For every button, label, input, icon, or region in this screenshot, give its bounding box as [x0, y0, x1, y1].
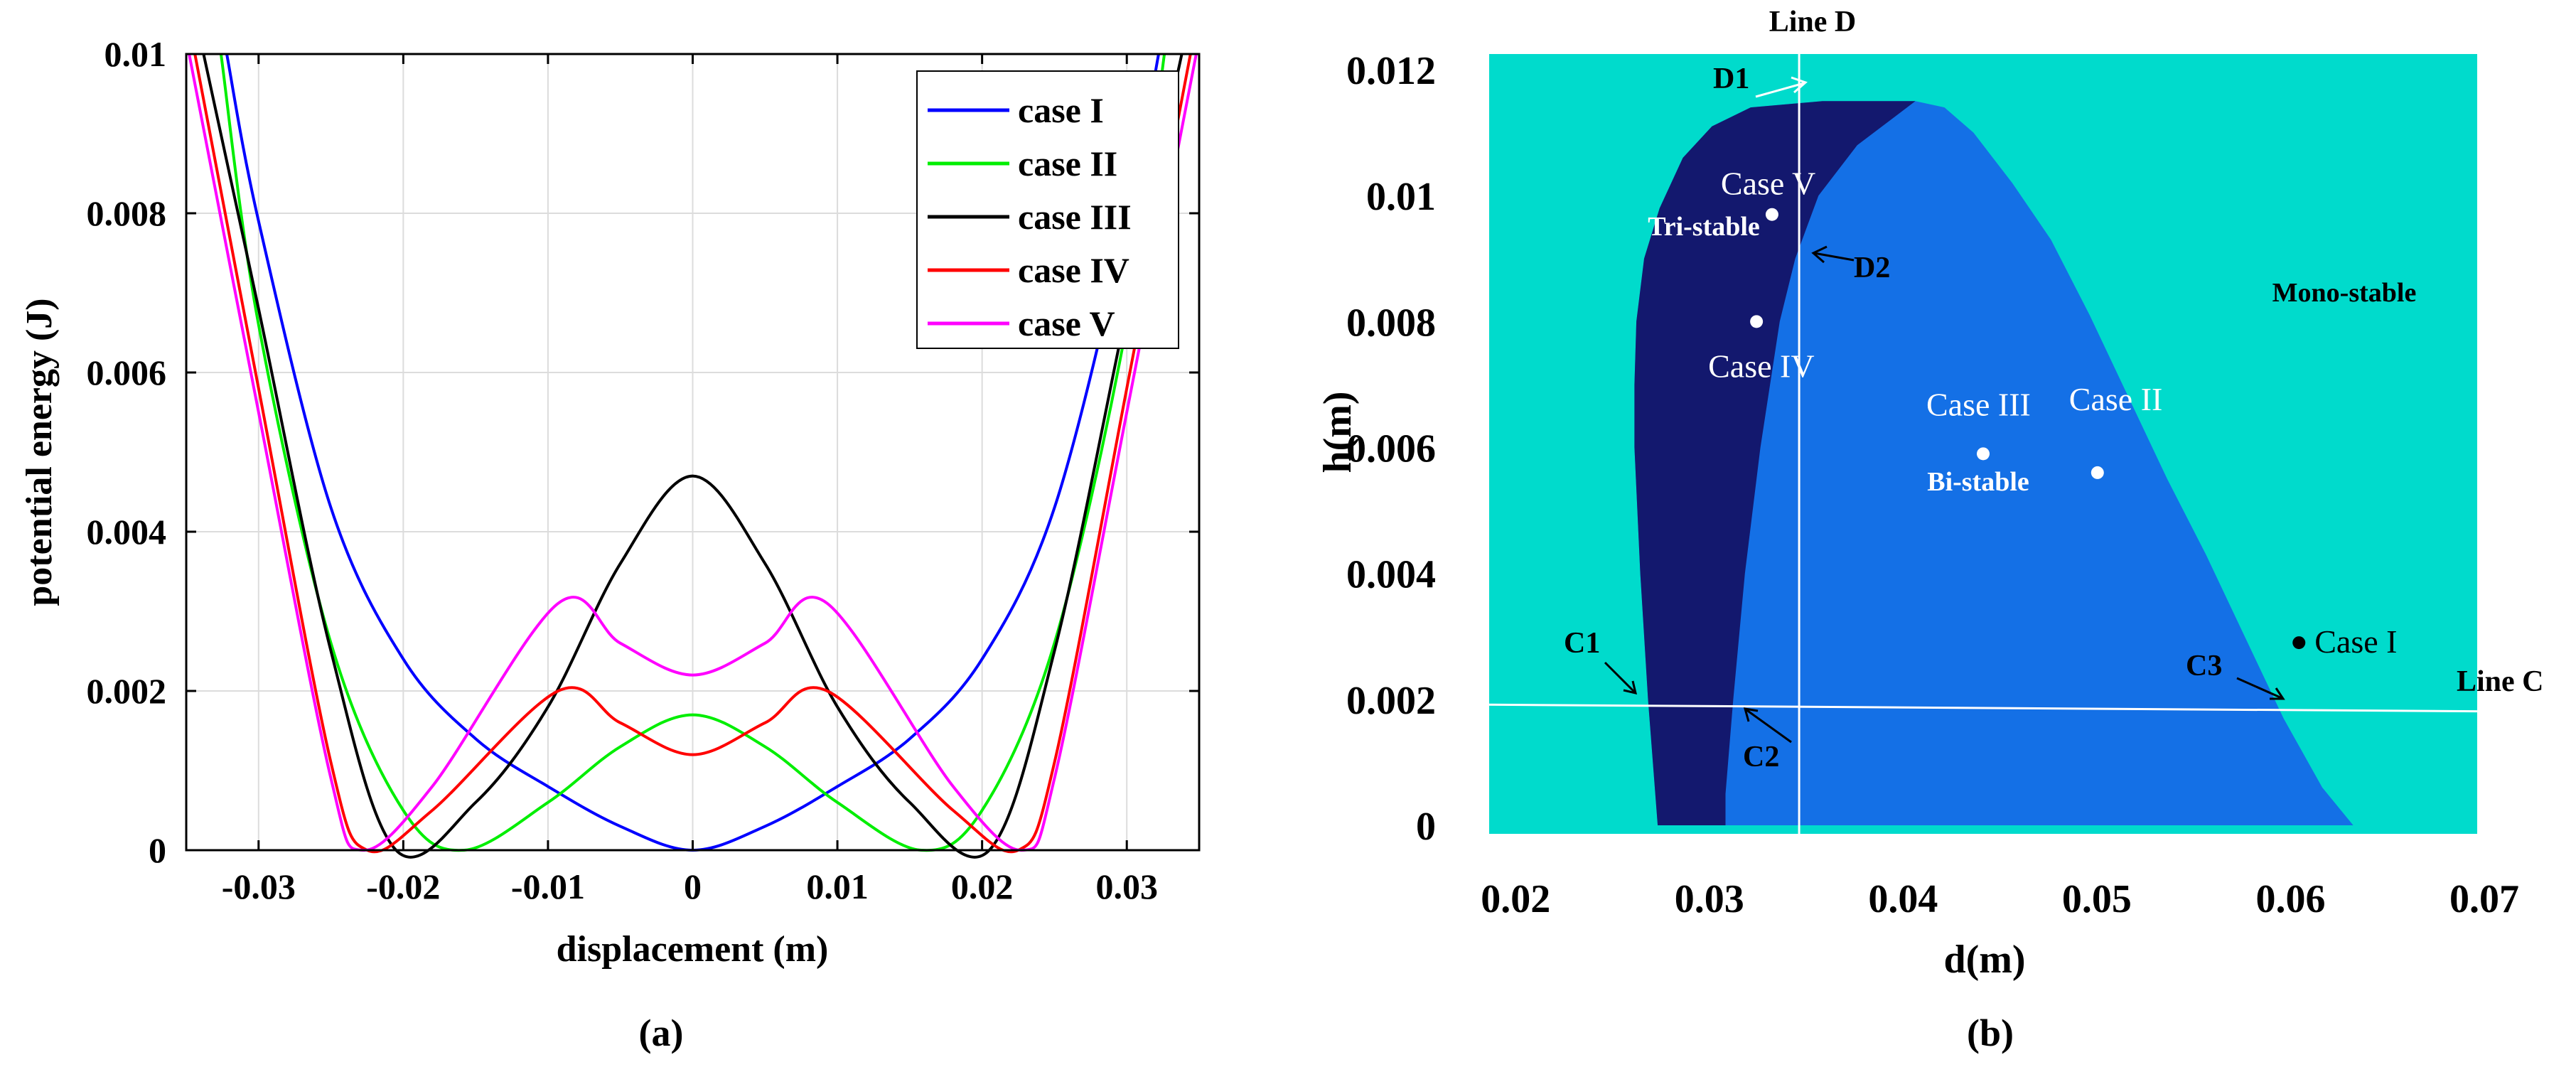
x-tick-label: -0.01	[511, 867, 585, 906]
panel-a-caption: (a)	[639, 1012, 684, 1054]
x-tick-label: 0.02	[1481, 877, 1550, 921]
y-tick-label: 0.002	[87, 671, 167, 711]
case-point	[1765, 208, 1778, 221]
marker-c1: C1	[1564, 627, 1600, 660]
case-point	[2292, 636, 2306, 650]
y-tick-label: 0.006	[1346, 427, 1436, 471]
line-d-label: Line D	[1769, 6, 1857, 38]
x-tick-label: 0.04	[1868, 877, 1938, 921]
panel-b-x-tick-labels: 0.02 0.03 0.04 0.05 0.06 0.07	[1481, 877, 2519, 921]
y-tick-label: 0.002	[1346, 679, 1436, 723]
y-tick-label: 0.01	[1366, 175, 1436, 219]
panel-b-y-label: h(m)	[1316, 391, 1360, 473]
line-c	[1449, 703, 2574, 714]
case-point	[1750, 315, 1764, 328]
legend-label: case II	[1018, 144, 1117, 183]
panel-a-legend: case I case II case III case IV case V	[916, 70, 1179, 349]
panel-b-x-label: d(m)	[1943, 938, 2025, 982]
x-tick-label: 0.05	[2062, 877, 2132, 921]
legend-box	[916, 70, 1179, 349]
x-tick-label: 0.01	[806, 867, 869, 906]
legend-label: case I	[1018, 90, 1104, 130]
legend-label: case V	[1018, 304, 1115, 343]
x-tick-label: 0.03	[1675, 877, 1744, 921]
panel-b-reference-lines	[1449, 0, 2574, 834]
y-tick-label: 0.004	[1346, 553, 1436, 597]
arrow-d2	[1813, 252, 1855, 262]
legend-entries: case I case II case III case IV case V	[928, 90, 1132, 343]
arrow-c2-head	[1743, 707, 1759, 722]
series-line-case-3	[202, 53, 1184, 859]
arrow-d2-head	[1811, 245, 1828, 264]
case-label: Case IV	[1708, 348, 1814, 384]
arrow-d1-head	[1791, 76, 1808, 94]
bi-stable-region	[1634, 101, 2354, 826]
x-tick-label: 0.07	[2449, 877, 2519, 921]
panel-b-caption: (b)	[1967, 1012, 2014, 1054]
panel-a-y-label: potential energy (J)	[19, 298, 60, 606]
arrow-c2	[1745, 708, 1792, 744]
marker-d2: D2	[1854, 252, 1890, 284]
series-line-case-4	[193, 53, 1192, 854]
panel-a-ticks	[186, 53, 1199, 852]
legend-label: case IV	[1018, 250, 1129, 290]
case-point	[1977, 447, 1990, 461]
arrow-d1	[1755, 82, 1805, 98]
panel-a-x-tick-labels: -0.03 -0.02 -0.01 0 0.01 0.02 0.03	[222, 867, 1158, 906]
arrow-c3-head	[2270, 687, 2285, 700]
case-label: Case III	[1926, 386, 2031, 422]
panel-a-x-label: displacement (m)	[557, 929, 829, 970]
x-tick-label: 0.06	[2255, 877, 2325, 921]
line-c-label: Line C	[2457, 665, 2544, 698]
case-points: Case I Case II Case III Case IV Case V	[1708, 166, 2397, 660]
panel-a-y-tick-labels: 0 0.002 0.004 0.006 0.008 0.01	[87, 34, 167, 870]
y-tick-label: 0	[1416, 805, 1436, 849]
case-label: Case I	[2314, 623, 2397, 660]
y-tick-label: 0.006	[87, 353, 167, 392]
y-tick-label: 0.008	[87, 193, 167, 233]
y-tick-label: 0.008	[1346, 301, 1436, 345]
x-tick-label: 0.02	[951, 867, 1014, 906]
arrow-c1	[1604, 661, 1636, 694]
marker-c3: C3	[2186, 650, 2222, 682]
tri-stable-label: Tri-stable	[1648, 212, 1760, 242]
arrow-c1-head	[1623, 680, 1638, 695]
panel-a: -0.03 -0.02 -0.01 0 0.01 0.02 0.03 0 0.002 0.004…	[19, 34, 1201, 1054]
arrow-c3	[2236, 677, 2282, 699]
case-label: Case V	[1721, 166, 1815, 202]
y-tick-label: 0	[149, 830, 166, 870]
marker-d1: D1	[1713, 63, 1749, 95]
marker-c2: C2	[1743, 741, 1779, 773]
y-tick-label: 0.01	[104, 34, 167, 74]
y-tick-label: 0.004	[87, 512, 167, 552]
x-tick-label: 0.03	[1095, 867, 1158, 906]
x-tick-label: -0.03	[222, 867, 296, 906]
mono-stable-label: Mono-stable	[2272, 278, 2417, 308]
panel-b-y-tick-labels: 0 0.002 0.004 0.006 0.008 0.01 0.012	[1346, 49, 1436, 849]
y-tick-label: 0.012	[1346, 49, 1436, 93]
case-label: Case II	[2069, 381, 2163, 417]
x-tick-label: 0	[684, 867, 702, 906]
series-line-case-5	[188, 53, 1198, 852]
case-point	[2091, 466, 2104, 479]
legend-label: case III	[1018, 197, 1132, 237]
tri-stable-region	[1634, 101, 1916, 826]
bi-stable-label: Bi-stable	[1927, 467, 2029, 497]
x-tick-label: -0.02	[366, 867, 440, 906]
